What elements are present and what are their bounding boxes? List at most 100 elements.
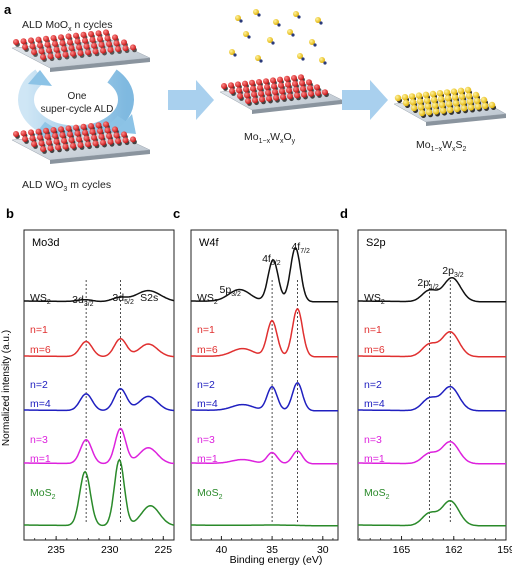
spectrum-WS2 <box>24 289 175 303</box>
panel-d: d S2p 165 162 159 WS2 n=1 m=6 n=2 m=4 n=3 m=1 MoS2 2p… <box>340 206 512 556</box>
intermediate-product-label: Mo1−xWxOy <box>244 131 296 145</box>
wo3-atom <box>20 130 27 137</box>
h2s-molecule <box>323 61 327 65</box>
mowo-atom <box>258 90 264 97</box>
final-product-label: Mo1−xWxS2 <box>416 139 467 153</box>
moox-atom <box>92 48 99 55</box>
mows2-atom <box>410 104 418 112</box>
wo3-atom <box>22 136 28 142</box>
panel-b: b Mo3d 235 230 225 WS2 n=1 m=6 n=2 m=4 n=3 m=1 MoS2 3… <box>6 206 175 556</box>
mowo-atom <box>257 84 263 91</box>
moox-atom <box>95 30 102 37</box>
spectrum-n=1-m=6 <box>24 337 175 358</box>
h2s-molecule <box>233 53 237 57</box>
mowo-atom <box>242 80 248 87</box>
mowo-atom <box>299 80 305 86</box>
x-tick-label: 230 <box>101 544 119 556</box>
moox-atom <box>98 41 105 48</box>
wo3-atom <box>40 146 46 152</box>
mowo-atom <box>285 81 291 88</box>
mows2-atom <box>453 105 461 113</box>
panel-d-frame <box>357 229 507 541</box>
wo3-atom <box>77 142 84 148</box>
mows2-atom <box>401 94 409 101</box>
mowo-atom <box>306 79 312 86</box>
peak-label: 2p3/2 <box>442 265 464 279</box>
wo3-atom <box>43 127 49 134</box>
mowo-atom <box>243 86 249 93</box>
moox-atom <box>121 39 127 46</box>
spectrum-MoS2 <box>24 458 175 527</box>
mowo-atom <box>278 82 284 89</box>
moox-atom <box>20 38 27 45</box>
mowo-atom <box>266 95 272 102</box>
panel-c: c W4f 40 35 30 WS2 n=1 m=6 n=2 m=4 n=3 m=1 MoS2 4f5/2… <box>173 206 339 556</box>
wo3-atom <box>107 138 114 145</box>
wo3-atom <box>92 140 99 147</box>
mows2-atom <box>394 94 402 102</box>
mows2-atom <box>474 103 482 110</box>
label-n2: n=2 <box>30 379 48 391</box>
label-m6: m=6 <box>364 344 385 356</box>
moox-atom <box>74 38 81 45</box>
moox-atom <box>44 41 51 48</box>
mowo-atom <box>244 92 250 99</box>
wo3-atom <box>91 134 97 141</box>
moox-atom <box>82 37 88 44</box>
wo3-atom <box>88 123 94 129</box>
mowo-atom <box>229 88 235 94</box>
label-n2: n=2 <box>364 379 382 391</box>
mowo-atom <box>272 89 278 95</box>
label-m1: m=1 <box>364 453 385 465</box>
mowo-atom <box>291 75 297 81</box>
wo3-atom <box>58 126 64 133</box>
moox-atom <box>122 45 129 52</box>
mowo-atom <box>279 88 285 95</box>
moox-atom <box>38 48 45 55</box>
wo3-atom <box>50 127 57 133</box>
x-tick-label: 225 <box>155 544 173 556</box>
spectrum-n=2-m=4 <box>24 387 175 412</box>
label-mos2: MoS2 <box>364 487 390 501</box>
bottom-slab <box>11 121 151 164</box>
moox-atom <box>70 50 76 57</box>
moox-atom <box>76 44 82 51</box>
label-ws2: WS2 <box>30 292 51 306</box>
wo3-atom <box>28 129 34 136</box>
x-tick-label: 235 <box>47 544 65 556</box>
wo3-atom <box>38 140 45 147</box>
mowo-atom <box>251 91 257 98</box>
mows2-atom <box>452 100 460 107</box>
mows2-atom <box>437 95 445 103</box>
h2s-molecule <box>287 29 293 35</box>
x-axis-label: Binding energy (eV) <box>230 554 323 566</box>
mowo-atom <box>307 85 313 91</box>
moox-atom <box>29 43 36 50</box>
wo3-atom <box>70 142 76 149</box>
moox-atom <box>43 35 49 42</box>
h2s-molecule <box>277 23 281 27</box>
moox-atom <box>28 37 34 44</box>
mowo-atom <box>308 90 314 97</box>
wo3-atom <box>85 141 91 148</box>
mowo-atom <box>256 79 262 85</box>
moox-atom <box>106 41 112 47</box>
mowo-atom <box>277 76 283 83</box>
wo3-atom <box>104 127 111 134</box>
mowo-atom <box>286 87 292 94</box>
wo3-atom <box>115 138 121 144</box>
label-m1: m=1 <box>30 453 51 465</box>
mows2-atom <box>464 86 472 94</box>
peak-label: 4f7/2 <box>291 241 310 255</box>
wo3-atom <box>103 121 109 128</box>
panel-c-letter: c <box>173 206 180 221</box>
mowo-atom <box>265 89 271 96</box>
label-mos2: MoS2 <box>197 487 223 501</box>
wo3-atom <box>62 143 69 150</box>
wo3-atom <box>89 128 96 135</box>
wo3-atom <box>95 122 102 129</box>
spectrum-n=3-m=1 <box>358 440 506 465</box>
moox-atom <box>68 45 75 51</box>
label-m4: m=4 <box>364 398 385 410</box>
h2s-molecule <box>259 59 263 63</box>
